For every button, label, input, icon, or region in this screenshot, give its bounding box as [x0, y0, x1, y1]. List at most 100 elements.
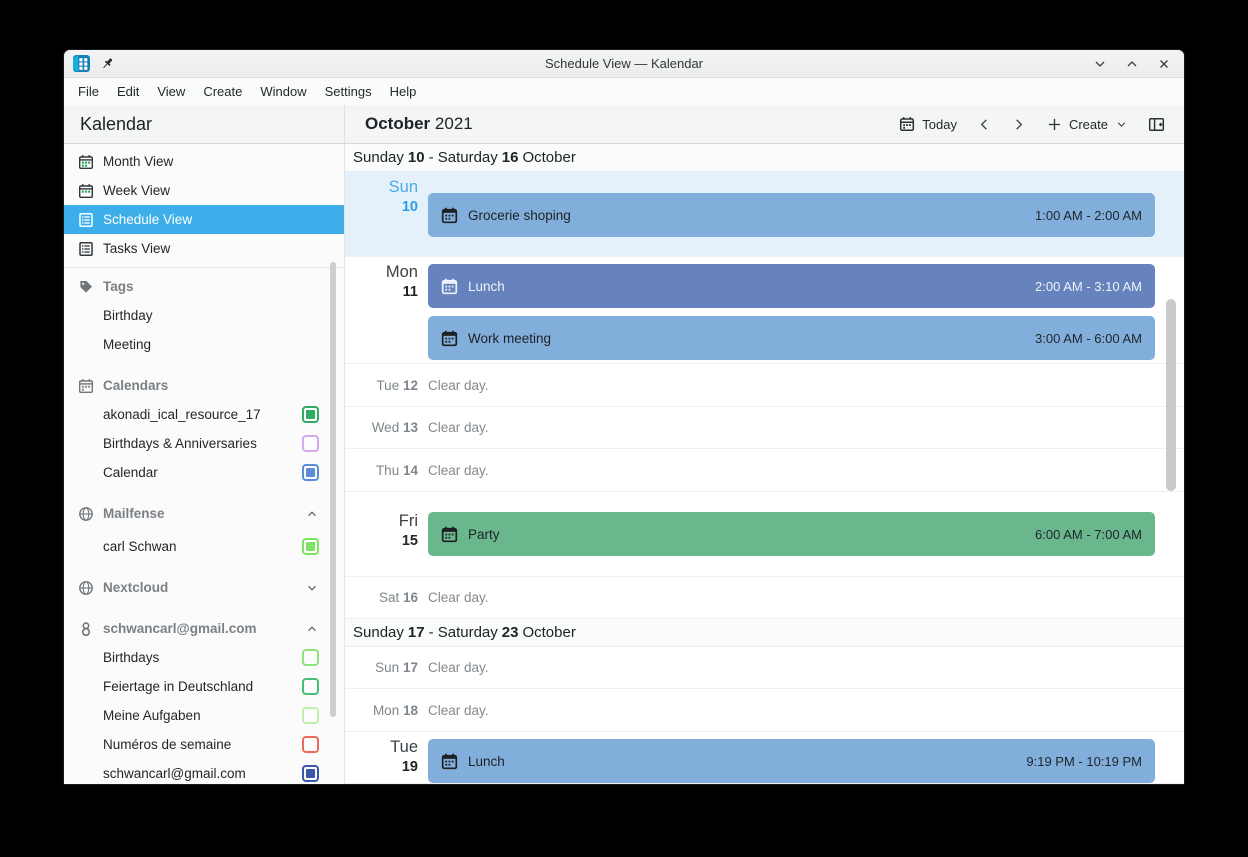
- week-header: Sunday 10 - Saturday 16 October: [345, 144, 1184, 172]
- toggle-panel-button[interactable]: [1142, 111, 1170, 137]
- event-lunch-pm[interactable]: Lunch 9:19 PM - 10:19 PM: [428, 739, 1155, 783]
- calendar-checkbox-birthdays-anniversaries[interactable]: [302, 435, 319, 452]
- calendar-checkbox-meine-aufgaben[interactable]: [302, 707, 319, 724]
- chevron-left-icon: [981, 118, 988, 130]
- day-label: Mon 18: [372, 702, 418, 718]
- schedule-view: Sunday 10 - Saturday 16 October Sun 10 G…: [345, 144, 1184, 784]
- menu-settings[interactable]: Settings: [324, 84, 372, 99]
- kalendar-app-icon[interactable]: [73, 55, 90, 72]
- previous-button[interactable]: [971, 111, 999, 137]
- day-row-wed-13: Wed 13 Clear day.: [345, 407, 1184, 449]
- week-header: Sunday 17 - Saturday 23 October: [345, 619, 1184, 647]
- chevron-down-icon: [1117, 121, 1126, 127]
- day-row-tue-12: Tue 12 Clear day.: [345, 364, 1184, 407]
- google-icon: [81, 621, 91, 636]
- schedule-list-icon: [79, 212, 93, 227]
- sidebar-item-month-view[interactable]: Month View: [64, 147, 344, 176]
- panel-add-icon: [1148, 117, 1164, 131]
- calendars-section-header[interactable]: Calendars: [64, 371, 344, 400]
- calendar-item-google-main[interactable]: schwancarl@gmail.com: [64, 759, 344, 784]
- close-button[interactable]: [1156, 56, 1172, 72]
- tag-item-meeting[interactable]: Meeting: [103, 337, 152, 352]
- event-grocerie-shoping[interactable]: Grocerie shoping 1:00 AM - 2:00 AM: [428, 193, 1155, 237]
- create-button[interactable]: Create: [1039, 112, 1136, 137]
- current-month-label: October 2021: [365, 114, 473, 133]
- calendar-item-meine-aufgaben[interactable]: Meine Aufgaben: [64, 701, 344, 730]
- day-label: Tue 19: [390, 738, 418, 775]
- event-lunch[interactable]: Lunch 2:00 AM - 3:10 AM: [428, 264, 1155, 308]
- main-header: October 2021 Today Create: [345, 105, 1184, 143]
- event-calendar-icon: [441, 526, 458, 542]
- day-row-mon-11: Mon 11 Lunch 2:00 AM - 3:10 AM Work meet…: [345, 257, 1184, 364]
- next-button[interactable]: [1005, 111, 1033, 137]
- calendar-checkbox-akonadi[interactable]: [302, 406, 319, 423]
- day-row-sun-17: Sun 17 Clear day.: [345, 647, 1184, 689]
- header-band: Kalendar October 2021 Today Create: [64, 105, 1184, 144]
- tasks-list-icon: [79, 241, 93, 256]
- calendar-item-google-birthdays[interactable]: Birthdays: [64, 643, 344, 672]
- app-title: Kalendar: [80, 113, 153, 134]
- account-nextcloud-header[interactable]: Nextcloud: [64, 573, 344, 602]
- calendar-item-feiertage[interactable]: Feiertage in Deutschland: [64, 672, 344, 701]
- menu-file[interactable]: File: [78, 84, 99, 99]
- day-row-mon-18: Mon 18 Clear day.: [345, 689, 1184, 732]
- pin-icon[interactable]: [100, 56, 115, 71]
- day-row-tue-19: Tue 19 Lunch 9:19 PM - 10:19 PM: [345, 732, 1184, 784]
- calendar-item-calendar[interactable]: Calendar: [64, 458, 344, 487]
- maximize-button[interactable]: [1124, 56, 1140, 72]
- chevron-up-icon[interactable]: [305, 622, 319, 636]
- calendars-icon: [79, 378, 94, 393]
- globe-icon: [79, 506, 93, 521]
- menu-edit[interactable]: Edit: [116, 84, 140, 99]
- day-label: Thu 14: [375, 462, 418, 478]
- chevron-down-icon[interactable]: [305, 581, 319, 595]
- minimize-button[interactable]: [1092, 56, 1108, 72]
- tags-section-header[interactable]: Tags: [64, 272, 344, 301]
- sidebar-item-tasks-view[interactable]: Tasks View: [64, 234, 344, 263]
- today-calendar-icon: [900, 117, 915, 131]
- event-calendar-icon: [441, 207, 458, 223]
- calendar-checkbox-google-birthdays[interactable]: [302, 649, 319, 666]
- schedule-scrollbar[interactable]: [1166, 299, 1176, 491]
- sidebar-item-schedule-view[interactable]: Schedule View: [64, 205, 344, 234]
- calendar-item-akonadi[interactable]: akonadi_ical_resource_17: [64, 400, 344, 429]
- day-label: Sun 17: [375, 660, 418, 675]
- menu-window[interactable]: Window: [260, 84, 307, 99]
- calendar-checkbox-calendar[interactable]: [302, 464, 319, 481]
- account-mailfense-header[interactable]: Mailfense: [64, 499, 344, 528]
- menu-help[interactable]: Help: [389, 84, 417, 99]
- tag-item-birthday[interactable]: Birthday: [103, 308, 153, 323]
- event-calendar-icon: [441, 330, 458, 346]
- today-button[interactable]: Today: [891, 111, 965, 137]
- day-label: Mon 11: [385, 263, 418, 300]
- calendar-checkbox-google-main[interactable]: [302, 765, 319, 782]
- calendar-item-carl-schwan[interactable]: carl Schwan: [64, 532, 344, 561]
- event-calendar-icon: [441, 278, 458, 294]
- chevron-up-icon[interactable]: [305, 507, 319, 521]
- sidebar-scrollbar[interactable]: [330, 262, 336, 717]
- account-google-header[interactable]: schwancarl@gmail.com: [64, 614, 344, 643]
- menu-view[interactable]: View: [157, 84, 186, 99]
- globe-icon: [79, 580, 93, 595]
- day-label: Fri 15: [398, 512, 418, 549]
- menu-create[interactable]: Create: [203, 84, 243, 99]
- kalendar-window: Schedule View — Kalendar File Edit View …: [64, 50, 1184, 784]
- event-party[interactable]: Party 6:00 AM - 7:00 AM: [428, 512, 1155, 556]
- chevron-right-icon: [1016, 118, 1023, 130]
- calendar-checkbox-carl-schwan[interactable]: [302, 538, 319, 555]
- calendar-item-numeros-semaine[interactable]: Numéros de semaine: [64, 730, 344, 759]
- event-work-meeting[interactable]: Work meeting 3:00 AM - 6:00 AM: [428, 316, 1155, 360]
- event-calendar-icon: [441, 753, 458, 769]
- calendar-checkbox-numeros-semaine[interactable]: [302, 736, 319, 753]
- menubar: File Edit View Create Window Settings He…: [64, 78, 1184, 105]
- month-calendar-icon: [79, 154, 94, 169]
- sidebar: Month View Week View Schedule View Tasks…: [64, 144, 345, 784]
- day-row-sun-10: Sun 10 Grocerie shoping 1:00 AM - 2:00 A…: [345, 172, 1184, 257]
- day-row-fri-15: Fri 15 Party 6:00 AM - 7:00 AM: [345, 492, 1184, 577]
- day-row-thu-14: Thu 14 Clear day.: [345, 449, 1184, 492]
- calendar-item-birthdays-anniversaries[interactable]: Birthdays & Anniversaries: [64, 429, 344, 458]
- sidebar-item-week-view[interactable]: Week View: [64, 176, 344, 205]
- calendar-checkbox-feiertage[interactable]: [302, 678, 319, 695]
- sidebar-header: Kalendar: [64, 105, 345, 143]
- day-label: Sun 10: [388, 178, 418, 215]
